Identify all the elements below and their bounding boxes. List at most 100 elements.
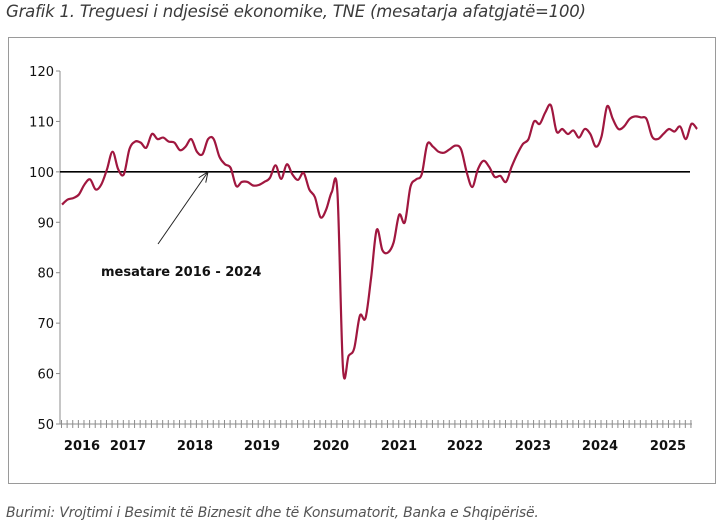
data-point xyxy=(291,173,293,175)
data-point xyxy=(89,178,91,180)
data-point xyxy=(415,178,417,180)
data-point xyxy=(286,163,288,165)
x-tick-label: 2018 xyxy=(177,439,213,454)
data-point xyxy=(505,181,507,183)
data-point xyxy=(190,138,192,140)
data-point xyxy=(673,130,675,132)
data-point xyxy=(589,133,591,135)
y-tick-label: 60 xyxy=(37,368,54,383)
data-point xyxy=(258,184,260,186)
data-point xyxy=(246,181,248,183)
data-point xyxy=(184,145,186,147)
data-point xyxy=(252,184,254,186)
data-point xyxy=(460,148,462,150)
data-point xyxy=(342,367,344,369)
data-point xyxy=(600,135,602,137)
data-point xyxy=(583,128,585,130)
data-point xyxy=(437,150,439,152)
data-point xyxy=(494,176,496,178)
data-point xyxy=(477,168,479,170)
data-point xyxy=(117,168,119,170)
x-tick-label: 2023 xyxy=(515,439,551,454)
y-tick-label: 120 xyxy=(29,65,54,80)
data-point xyxy=(645,118,647,120)
data-point xyxy=(196,150,198,152)
x-tick-label: 2019 xyxy=(244,439,280,454)
data-point xyxy=(370,277,372,279)
data-point xyxy=(353,347,355,349)
data-point xyxy=(578,136,580,138)
data-point xyxy=(420,173,422,175)
data-point xyxy=(347,355,349,357)
data-point xyxy=(95,188,97,190)
data-point xyxy=(454,144,456,146)
data-point xyxy=(387,251,389,253)
data-point xyxy=(162,136,164,138)
data-point xyxy=(207,138,209,140)
data-point xyxy=(336,191,338,193)
data-point xyxy=(201,153,203,155)
data-point xyxy=(83,183,85,185)
data-point xyxy=(690,123,692,125)
data-point xyxy=(331,191,333,193)
data-point xyxy=(640,116,642,118)
x-tick-label: 2020 xyxy=(313,439,349,454)
data-point xyxy=(561,128,563,130)
y-tick-label: 70 xyxy=(37,317,54,332)
x-tick-label: 2024 xyxy=(582,439,618,454)
data-point xyxy=(392,241,394,243)
data-point xyxy=(449,148,451,150)
data-point xyxy=(685,138,687,140)
annotation-arrow-head xyxy=(198,170,209,183)
data-point xyxy=(544,111,546,113)
x-tick-label: 2017 xyxy=(110,439,146,454)
data-point xyxy=(111,150,113,152)
data-point xyxy=(314,196,316,198)
data-point xyxy=(432,145,434,147)
data-point xyxy=(606,105,608,107)
x-axis: 2016 2017 2018 2019 2020 2021 2022 2023 2024 2025 xyxy=(60,420,692,454)
data-point xyxy=(100,183,102,185)
x-tick-label: 2021 xyxy=(381,439,417,454)
x-tick-label: 2016 xyxy=(64,439,100,454)
data-point xyxy=(302,172,304,174)
data-point xyxy=(488,166,490,168)
data-point xyxy=(527,138,529,140)
annotation-label: mesatare 2016 - 2024 xyxy=(101,265,261,280)
data-point xyxy=(634,115,636,117)
data-point xyxy=(381,249,383,251)
data-point xyxy=(628,118,630,120)
data-point xyxy=(510,166,512,168)
data-point xyxy=(398,214,400,216)
data-point xyxy=(319,216,321,218)
data-point xyxy=(471,186,473,188)
annotation-arrow xyxy=(157,171,209,245)
y-tick-label: 80 xyxy=(37,267,54,282)
data-point xyxy=(106,168,108,170)
data-point xyxy=(679,125,681,127)
data-point xyxy=(499,175,501,177)
data-point xyxy=(572,129,574,131)
data-point xyxy=(213,138,215,140)
data-point xyxy=(168,140,170,142)
y-tick-label: 100 xyxy=(29,166,54,181)
data-point xyxy=(151,133,153,135)
data-point xyxy=(555,130,557,132)
data-point xyxy=(595,145,597,147)
data-point xyxy=(179,149,181,151)
y-tick-label: 50 xyxy=(37,418,54,433)
data-point xyxy=(78,193,80,195)
data-point xyxy=(241,181,243,183)
data-point xyxy=(269,177,271,179)
data-point xyxy=(235,185,237,187)
data-point xyxy=(651,135,653,137)
data-point xyxy=(128,148,130,150)
data-point xyxy=(308,188,310,190)
data-point xyxy=(229,167,231,169)
data-point xyxy=(404,221,406,223)
data-point xyxy=(359,314,361,316)
x-tick-label: 2022 xyxy=(447,439,483,454)
y-tick-label: 110 xyxy=(29,115,54,130)
data-point xyxy=(426,143,428,145)
